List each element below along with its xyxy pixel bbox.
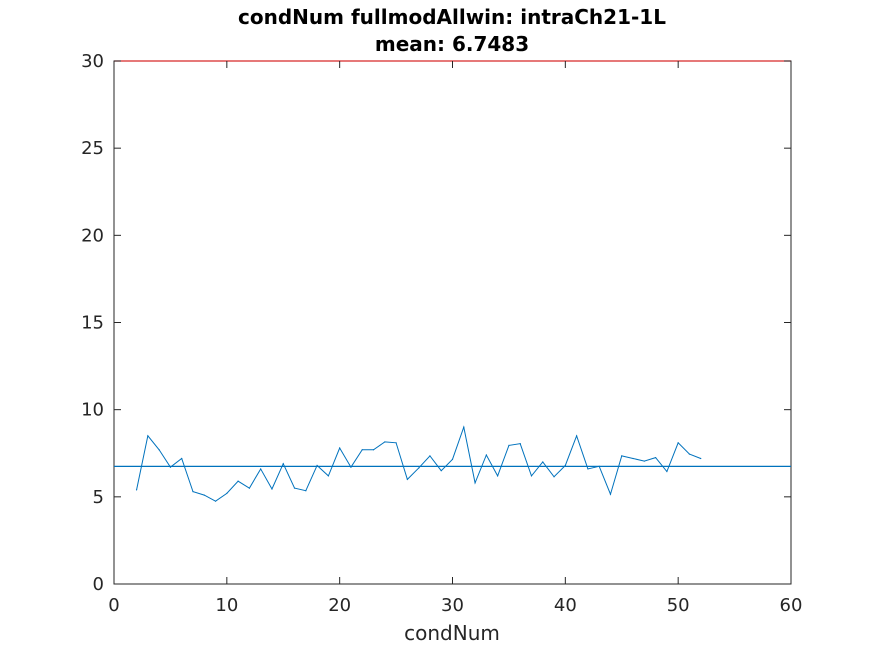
- data-point: [632, 457, 634, 460]
- data-point: [643, 460, 645, 462]
- chart-subtitle: mean: 6.7483: [375, 32, 529, 56]
- data-point: [203, 494, 205, 496]
- data-point: [135, 489, 138, 491]
- data-point: [237, 480, 239, 482]
- data-point: [576, 435, 578, 437]
- x-tick-label: 60: [780, 595, 803, 616]
- data-point: [598, 465, 600, 467]
- data-point: [530, 475, 533, 477]
- data-point: [305, 490, 307, 492]
- data-point: [621, 455, 623, 457]
- y-tick-label: 0: [93, 574, 104, 595]
- data-point: [181, 457, 183, 460]
- data-point: [384, 441, 386, 443]
- x-tick-label: 0: [108, 595, 119, 616]
- data-point: [609, 493, 612, 495]
- data-point: [655, 457, 657, 459]
- y-tick-label: 10: [81, 400, 104, 421]
- data-point: [700, 457, 702, 460]
- data-point: [497, 475, 499, 477]
- y-tick-label: 15: [81, 313, 104, 334]
- data-point: [226, 492, 228, 494]
- data-point: [350, 466, 352, 468]
- y-tick-label: 30: [81, 51, 104, 72]
- data-point: [214, 500, 217, 502]
- data-point: [327, 475, 329, 477]
- data-point: [260, 468, 262, 470]
- data-point: [418, 467, 420, 469]
- plot-area: 0 10 20 30 40 50 60 0 5 10 15 20 25 30: [81, 51, 802, 616]
- data-point: [158, 449, 160, 451]
- data-point: [451, 458, 454, 460]
- data-point: [339, 447, 341, 449]
- data-point: [440, 470, 442, 472]
- x-tick-label: 10: [215, 595, 238, 616]
- data-point: [406, 478, 408, 480]
- data-point: [485, 454, 487, 456]
- data-point: [677, 442, 679, 444]
- data-point: [316, 464, 318, 467]
- data-point: [395, 442, 397, 444]
- x-axis-label: condNum: [404, 621, 500, 645]
- data-point: [564, 464, 566, 467]
- y-tick-label: 5: [93, 487, 104, 508]
- x-tick-label: 40: [554, 595, 577, 616]
- chart-title: condNum fullmodAllwin: intraCh21-1L: [238, 5, 666, 29]
- data-point: [666, 470, 668, 473]
- y-tick-label: 20: [81, 225, 104, 246]
- data-point: [463, 426, 465, 428]
- data-point: [169, 466, 172, 468]
- x-tick-label: 50: [667, 595, 690, 616]
- data-point: [553, 476, 555, 478]
- data-point: [271, 488, 273, 490]
- y-tick-label: 25: [81, 138, 104, 159]
- data-point: [587, 468, 589, 470]
- data-point: [147, 435, 149, 437]
- data-point: [542, 461, 544, 463]
- data-point: [519, 443, 521, 445]
- data-point: [192, 491, 194, 493]
- data-point: [688, 453, 691, 455]
- data-point: [293, 487, 296, 489]
- data-point: [474, 482, 476, 484]
- data-point: [248, 487, 250, 489]
- data-point: [372, 449, 375, 451]
- x-tick-label: 30: [441, 595, 464, 616]
- data-point: [508, 444, 510, 447]
- data-point: [282, 463, 284, 465]
- x-tick-label: 20: [328, 595, 351, 616]
- data-point: [429, 455, 431, 457]
- data-point: [361, 449, 363, 451]
